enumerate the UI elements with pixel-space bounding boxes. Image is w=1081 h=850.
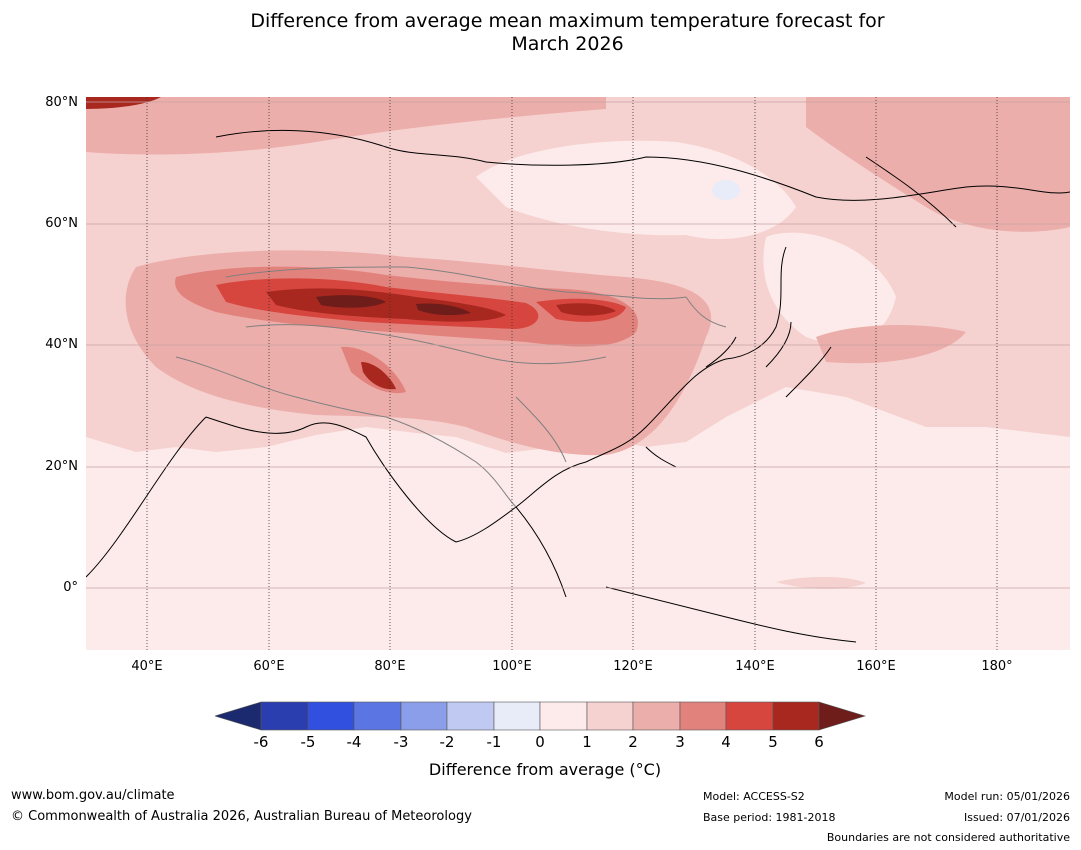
colorbar (213, 700, 867, 734)
colorbar-bin (307, 701, 355, 731)
colorbar-bin (400, 701, 448, 731)
lat-label-0: 0° (63, 580, 78, 595)
anomaly-zone-0-1-east (763, 232, 896, 344)
base-period: Base period: 1981-2018 (703, 811, 836, 824)
colorbar-tick: -4 (346, 733, 362, 751)
colorbar-bin (632, 701, 681, 731)
colorbar-tick: 1 (582, 733, 592, 751)
coastlines (86, 129, 1070, 643)
colorbar-svg (213, 701, 867, 731)
lon-label-180: 180° (981, 659, 1013, 674)
colorbar-label: Difference from average (°C) (428, 760, 662, 779)
colorbar-tick: 2 (628, 733, 638, 751)
anomaly-zone-2-3-japan-sea (816, 325, 966, 364)
anomaly-zone-minus-1-0 (712, 180, 740, 200)
colorbar-bin (679, 701, 727, 731)
colorbar-tick: -5 (300, 733, 316, 751)
colorbar-tick: 4 (721, 733, 731, 751)
anomaly-zone-1-2-sea (776, 576, 866, 589)
boundaries-disclaimer: Boundaries are not considered authoritat… (826, 831, 1070, 844)
colorbar-extend-low (213, 701, 262, 731)
colorbar-bin (353, 701, 402, 731)
anomaly-zone-above-6-b (416, 303, 471, 316)
lon-label-80e: 80°E (374, 659, 406, 674)
anomaly-zone-5-6-east (556, 303, 616, 316)
issued-date: Issued: 07/01/2026 (963, 811, 1070, 824)
anomaly-zone-5-6-tibet (361, 362, 396, 390)
colorbar-bin (725, 701, 774, 731)
colorbar-tick: 0 (535, 733, 545, 751)
map-svg (86, 97, 1070, 650)
lat-label-40n: 40°N (45, 337, 78, 352)
title-line-2: March 2026 (511, 33, 624, 55)
lat-label-80n: 80°N (45, 95, 78, 110)
chart-title: Difference from average mean maximum tem… (0, 10, 1081, 56)
colorbar-tick: 3 (675, 733, 685, 751)
lon-label-60e: 60°E (253, 659, 285, 674)
colorbar-bin (539, 701, 588, 731)
lon-label-100e: 100°E (492, 659, 532, 674)
lon-label-120e: 120°E (613, 659, 653, 674)
copyright-notice: © Commonwealth of Australia 2026, Austra… (11, 809, 472, 824)
borders (175, 266, 727, 508)
anomaly-zone-5-6-arctic (86, 97, 161, 109)
bom-url[interactable]: www.bom.gov.au/climate (11, 788, 175, 803)
colorbar-bin (772, 701, 820, 731)
model-run-date: Model run: 05/01/2026 (944, 790, 1070, 803)
graticule (86, 97, 1070, 650)
colorbar-tick: -2 (439, 733, 455, 751)
lat-label-60n: 60°N (45, 216, 78, 231)
lon-label-140e: 140°E (735, 659, 775, 674)
colorbar-tick: -6 (253, 733, 269, 751)
colorbar-tick: 6 (814, 733, 824, 751)
colorbar-bin (586, 701, 634, 731)
anomaly-zone-above-6 (316, 295, 386, 308)
colorbar-tick: 5 (768, 733, 778, 751)
colorbar-tick: -3 (393, 733, 409, 751)
lat-label-20n: 20°N (45, 459, 78, 474)
temperature-anomaly-map (86, 97, 1070, 650)
colorbar-extend-high (818, 701, 867, 731)
lon-label-160e: 160°E (856, 659, 896, 674)
anomaly-zone-2-3-north (86, 97, 606, 155)
colorbar-bin (493, 701, 541, 731)
colorbar-tick: -1 (486, 733, 502, 751)
lon-label-40e: 40°E (131, 659, 163, 674)
colorbar-bin (260, 701, 309, 731)
title-line-1: Difference from average mean maximum tem… (250, 10, 885, 32)
anomaly-zone-2-3-northeast (806, 97, 1070, 232)
model-name: Model: ACCESS-S2 (703, 790, 805, 803)
colorbar-bin (446, 701, 495, 731)
